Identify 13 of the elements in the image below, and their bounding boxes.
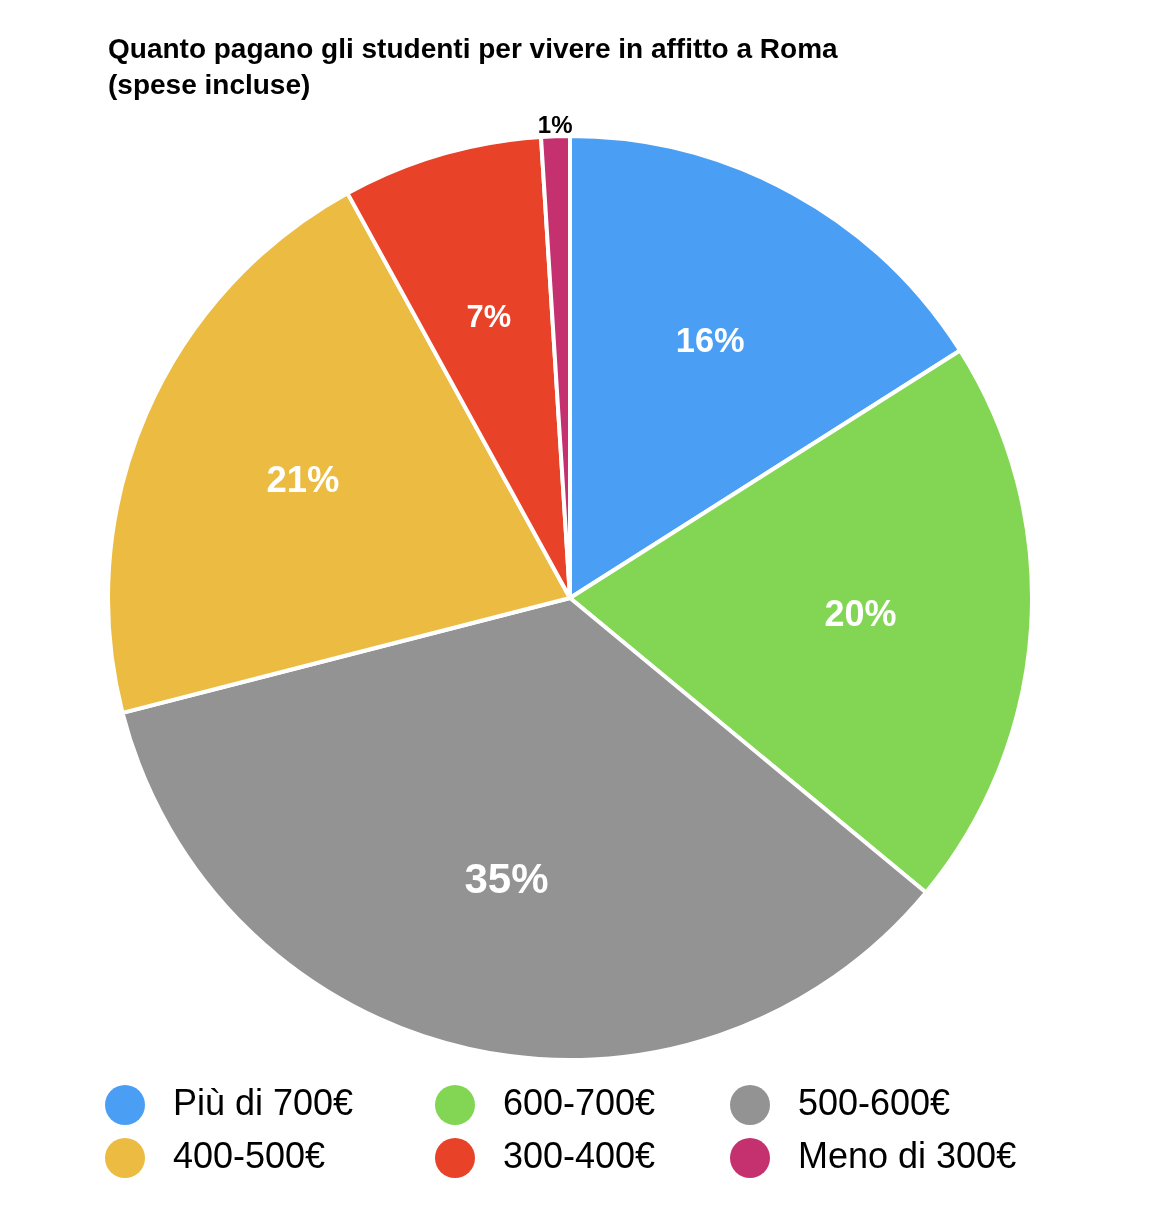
legend-label: 600-700€: [503, 1081, 656, 1123]
data-label: 21%: [266, 459, 340, 501]
legend-label: Meno di 300€: [798, 1134, 1017, 1176]
data-label: 7%: [466, 298, 512, 334]
data-label: 20%: [824, 592, 897, 634]
data-label: 1%: [537, 110, 573, 138]
legend-label: 400-500€: [173, 1134, 326, 1176]
legend-label: 300-400€: [503, 1134, 656, 1176]
chart-title: Quanto pagano gli studenti per vivere in affitto a Roma (spese incluse): [108, 33, 839, 100]
legend-label: 500-600€: [798, 1081, 951, 1123]
data-label: 35%: [464, 855, 549, 903]
legend-label: Più di 700€: [173, 1081, 354, 1123]
data-label: 16%: [675, 321, 745, 360]
